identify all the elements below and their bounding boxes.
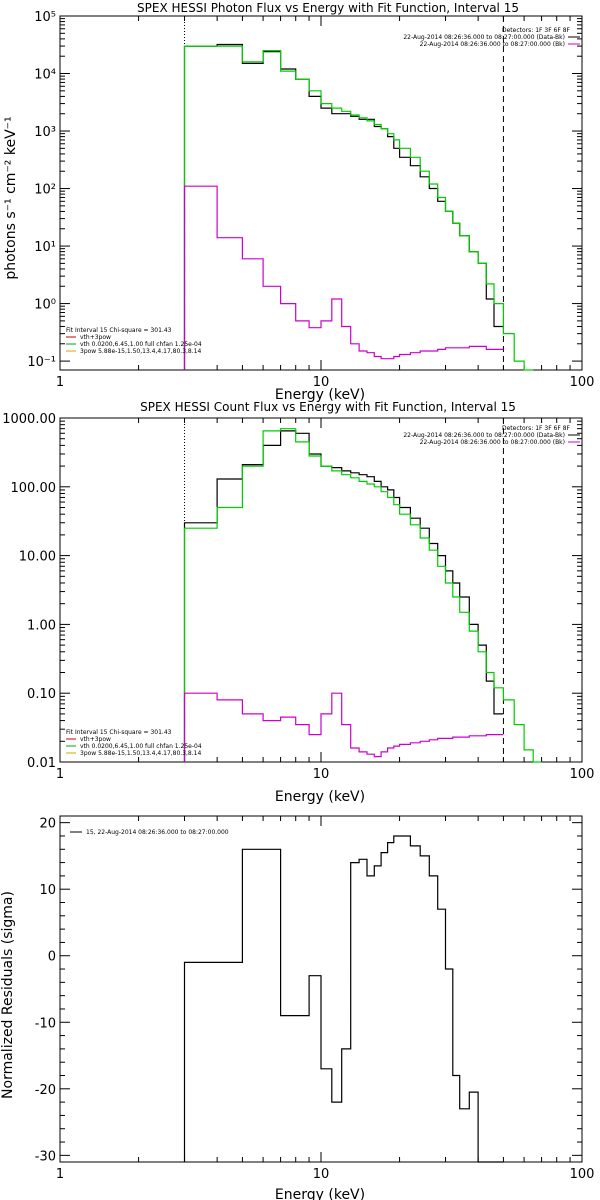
x-tick-label: 100 (570, 1167, 595, 1182)
y-tick-label: -10 (35, 1016, 56, 1031)
y-tick-label: -30 (35, 1149, 56, 1164)
series-line-0 (183, 43, 504, 370)
count-flux-xlabel: Energy (keV) (275, 789, 365, 805)
legend-entry: 22-Aug-2014 08:26:36.000 to 08:27:00.000… (403, 432, 565, 439)
legend-entry: 22-Aug-2014 08:26:36.000 to 08:27:00.000… (403, 34, 565, 41)
fit-info-line: Fit Interval 15 Chi-square = 301.43 (66, 729, 172, 736)
photon-flux-ylabel: photons s⁻¹ cm⁻² keV⁻¹ (3, 116, 19, 279)
y-tick-label: 10⁻¹ (27, 355, 56, 370)
series-line-1 (183, 428, 542, 763)
legend-entry: 22-Aug-2014 08:26:36.000 to 08:27:00.000… (420, 439, 565, 446)
y-tick-label: 1.00 (27, 618, 56, 633)
y-tick-label: 10⁰ (34, 298, 56, 313)
x-tick-label: 10 (313, 375, 330, 390)
residuals-xlabel: Energy (keV) (275, 1187, 365, 1200)
fit-info-line: vth+3pow (80, 736, 111, 743)
y-tick-label: 10⁵ (34, 10, 56, 25)
x-tick-label: 1 (56, 1167, 64, 1182)
series-line-1 (183, 45, 534, 371)
legend-entry: 15, 22-Aug-2014 08:26:36.000 to 08:27:00… (86, 829, 229, 836)
legend-entry: 22-Aug-2014 08:26:36.000 to 08:27:00.000… (420, 41, 565, 48)
y-tick-label: 10³ (34, 125, 56, 140)
y-tick-label: 10.00 (19, 550, 56, 565)
x-tick-label: 1 (56, 375, 64, 390)
y-tick-label: 0.01 (27, 756, 56, 771)
x-tick-label: 10 (313, 767, 330, 782)
fit-info-line: vth+3pow (80, 334, 111, 341)
fit-info-line: vth 0.0200,6.45,1.00 full chfan 1.25e-04 (80, 743, 202, 750)
series-line-2 (183, 185, 504, 370)
x-tick-label: 1 (56, 767, 64, 782)
fit-info-line: Fit Interval 15 Chi-square = 301.43 (66, 327, 172, 334)
y-tick-label: 10 (39, 883, 56, 898)
photon-flux-title: SPEX HESSI Photon Flux vs Energy with Fi… (137, 1, 519, 15)
y-tick-label: 10⁴ (34, 68, 56, 83)
fit-info-line: 3pow 5.88e-15,1.50,13.4,4.17,80.3,8.14 (80, 750, 201, 757)
fit-info-line: 3pow 5.88e-15,1.50,13.4,4.17,80.3,8.14 (80, 348, 201, 355)
residuals-panel: Energy (keV) Normalized Residuals (sigma… (0, 815, 595, 1200)
count-flux-panel: SPEX HESSI Count Flux vs Energy with Fit… (2, 400, 594, 805)
fit-info-line: vth 0.0200,6.45,1.00 full chfan 1.25e-04 (80, 341, 202, 348)
y-tick-label: -20 (35, 1083, 56, 1098)
x-tick-label: 100 (570, 375, 595, 390)
y-tick-label: 20 (39, 817, 56, 832)
y-tick-label: 0 (48, 950, 56, 965)
count-flux-legend-title: Detectors: 1F 3F 6F 8F (502, 425, 571, 432)
y-tick-label: 10² (34, 183, 56, 198)
photon-flux-legend-title: Detectors: 1F 3F 6F 8F (502, 27, 571, 34)
photon-flux-xlabel: Energy (keV) (275, 387, 365, 403)
photon-flux-panel: SPEX HESSI Photon Flux vs Energy with Fi… (3, 1, 594, 403)
y-tick-label: 1000.00 (2, 412, 56, 427)
count-flux-title: SPEX HESSI Count Flux vs Energy with Fit… (140, 400, 516, 414)
series-line-0 (183, 835, 504, 1163)
y-tick-label: 10¹ (34, 240, 56, 255)
residuals-ylabel: Normalized Residuals (sigma) (0, 891, 16, 1099)
x-tick-label: 100 (570, 767, 595, 782)
y-tick-label: 100.00 (11, 481, 57, 496)
x-tick-label: 10 (313, 1167, 330, 1182)
y-tick-label: 0.10 (27, 687, 56, 702)
series-line-2 (183, 692, 504, 762)
